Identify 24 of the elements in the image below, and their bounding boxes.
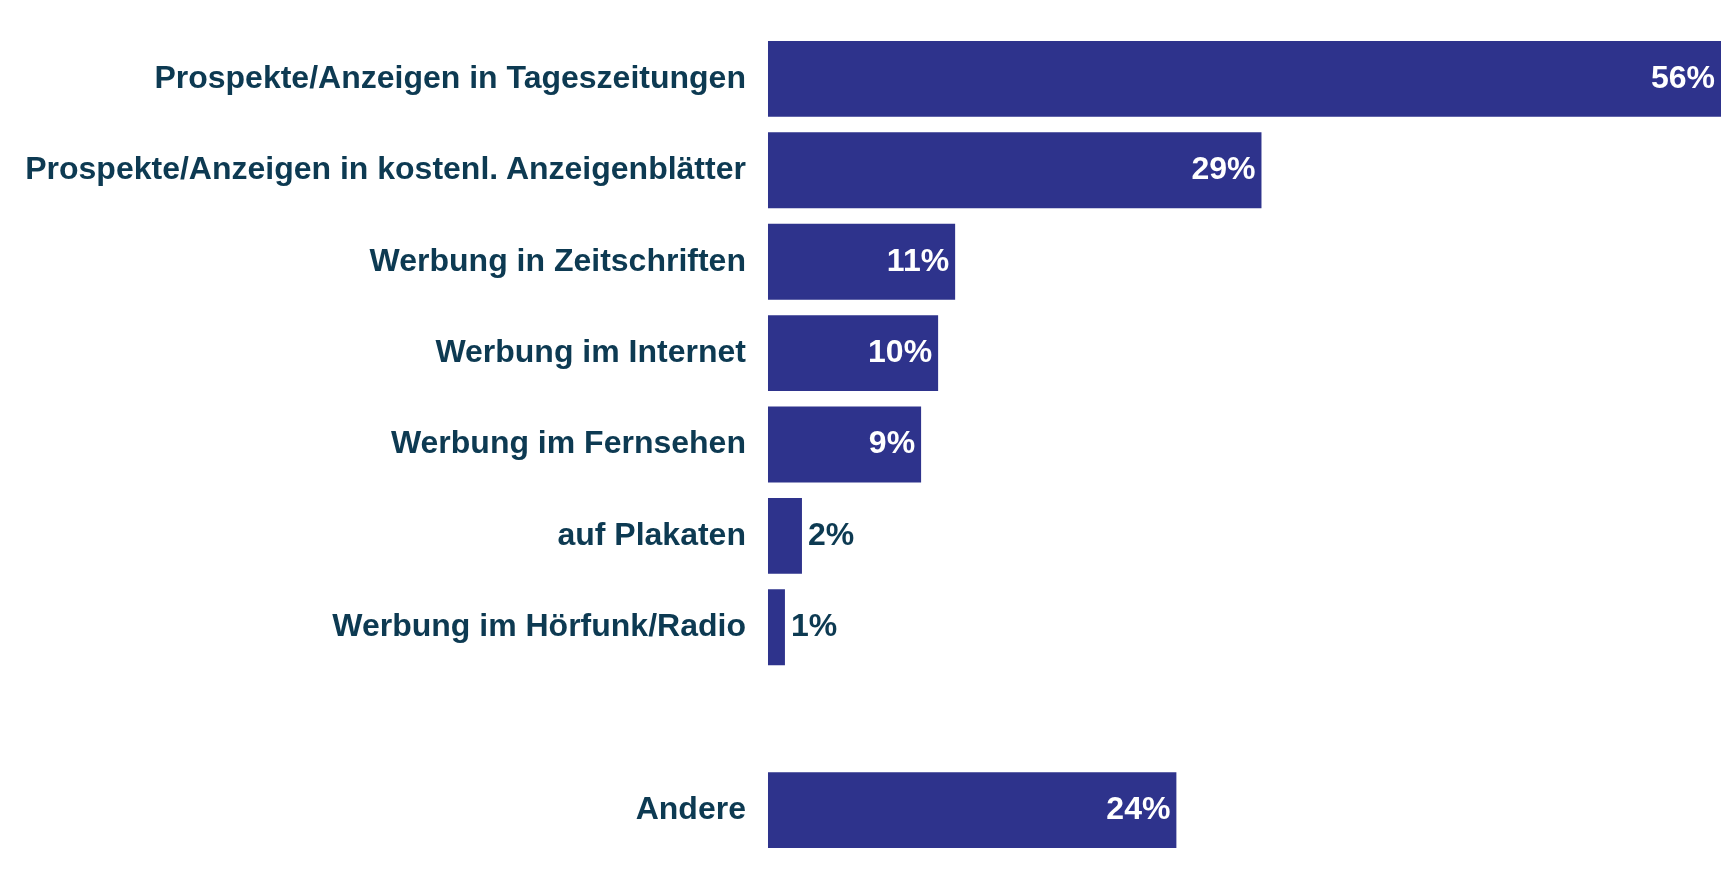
y-tick-label: Werbung im Hörfunk/Radio — [332, 607, 746, 644]
data-label: 24% — [1106, 789, 1171, 826]
y-tick-label: auf Plakaten — [557, 515, 746, 552]
y-tick-label: Werbung im Fernsehen — [390, 424, 746, 461]
data-label: 2% — [807, 515, 855, 552]
bar — [767, 132, 1262, 209]
data-label: 10% — [868, 332, 933, 369]
bar — [767, 315, 939, 392]
data-label: 29% — [1191, 150, 1256, 187]
y-tick-label: Werbung im Internet — [435, 332, 747, 369]
data-label: 56% — [1650, 58, 1715, 95]
y-tick-label: Werbung in Zeitschriften — [369, 241, 746, 278]
bar — [767, 772, 1177, 849]
bar — [767, 589, 785, 666]
y-tick-label: Prospekte/Anzeigen in Tageszeitungen — [154, 58, 746, 95]
y-tick-label: Prospekte/Anzeigen in kostenl. Anzeigenblätter — [25, 150, 746, 187]
bar — [767, 223, 956, 300]
bar — [767, 497, 802, 574]
y-tick-label: Andere — [635, 789, 746, 826]
bar — [767, 406, 922, 483]
data-label: 1% — [790, 607, 838, 644]
bar — [767, 40, 1721, 117]
data-label: 9% — [868, 424, 916, 461]
data-label: 11% — [886, 241, 950, 278]
